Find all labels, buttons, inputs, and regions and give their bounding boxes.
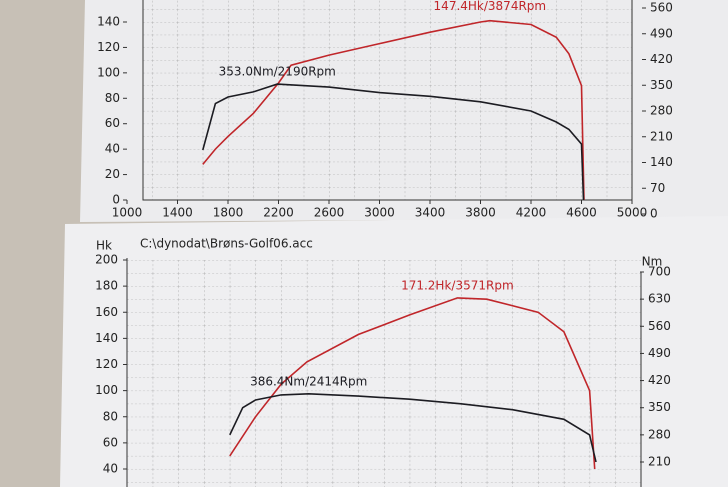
x-tick-label: 4600	[566, 206, 597, 220]
x-tick-label: 2200	[263, 206, 294, 220]
y-tick-label: 180	[95, 279, 118, 293]
y2-tick-label: 0	[650, 207, 658, 221]
x-tick-label: 4200	[516, 206, 547, 220]
y2-tick-label: 350	[650, 78, 673, 92]
y-tick-label: 60	[103, 435, 118, 449]
y2-tick-label: 70	[650, 181, 665, 195]
y2-tick-label: 140	[650, 155, 673, 169]
axes	[126, 258, 642, 487]
annotation: 353.0Nm/2190Rpm	[219, 65, 336, 79]
y2-tick-label: 560	[648, 319, 671, 333]
grid	[143, 0, 632, 200]
file-title: C:\dynodat\Brøns-Golf06.acc	[140, 237, 313, 251]
curve	[229, 392, 597, 463]
y2-tick-label: 210	[648, 455, 671, 469]
y2-tick-label: 560	[650, 1, 673, 15]
y2-tick-label: 210	[650, 129, 673, 143]
y2-tick-label: 280	[648, 427, 671, 441]
y-tick-label: 40	[105, 142, 120, 156]
y2-tick-label: 630	[648, 292, 671, 306]
y-tick-label: 40	[103, 462, 118, 476]
x-tick-label: 3400	[415, 206, 446, 220]
y-tick-label: 80	[105, 91, 120, 105]
y-tick-label: 200	[95, 253, 118, 267]
annotation: 386.4Nm/2414Rpm	[250, 374, 367, 388]
curve	[229, 297, 596, 470]
annotation: 171.2Hk/3571Rpm	[401, 278, 514, 292]
plot	[229, 297, 597, 470]
x-tick-label: 3000	[364, 206, 395, 220]
axes	[142, 0, 633, 201]
y-tick-label: 140	[95, 331, 118, 345]
x-tick-label: 2600	[314, 206, 345, 220]
y2-tick-label: 490	[648, 346, 671, 360]
y2-tick-label: 420	[648, 373, 671, 387]
y-tick-label: 100	[95, 383, 118, 397]
y2-tick-label: 420	[650, 52, 673, 66]
x-tick-label: 5000	[617, 206, 648, 220]
y-tick-label: 100	[97, 65, 120, 79]
y-tick-label: 20	[105, 167, 120, 181]
y2-axis-label: Nm	[642, 255, 663, 269]
y2-tick-label: 280	[650, 104, 673, 118]
plot	[202, 19, 585, 200]
curve	[202, 83, 585, 200]
y2-tick-label: 700	[648, 265, 671, 279]
x-tick-label: 1000	[112, 206, 143, 220]
curve	[202, 19, 585, 200]
grid	[127, 260, 641, 487]
y-tick-label: 140	[97, 15, 120, 29]
y-tick-label: 120	[97, 40, 120, 54]
y-tick-label: 160	[95, 305, 118, 319]
y2-tick-label: 490	[650, 26, 673, 40]
y-axis-label: Hk	[96, 239, 112, 253]
y2-tick-label: 350	[648, 400, 671, 414]
y-tick-label: 60	[105, 116, 120, 130]
x-tick-label: 3800	[465, 206, 496, 220]
y-tick-label: 120	[95, 357, 118, 371]
x-tick-label: 1400	[162, 206, 193, 220]
y-tick-label: 0	[112, 193, 120, 207]
annotation: 147.4Hk/3874Rpm	[434, 0, 547, 13]
x-tick-label: 1800	[213, 206, 244, 220]
y-tick-label: 80	[103, 409, 118, 423]
